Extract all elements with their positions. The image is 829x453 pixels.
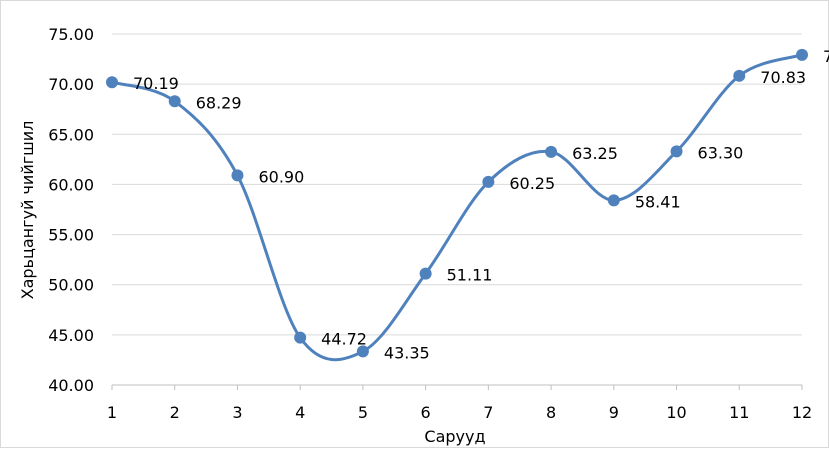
x-tick-label: 11: [729, 403, 749, 422]
x-tick-label: 12: [792, 403, 812, 422]
data-point: [670, 145, 683, 158]
y-tick-label: 75.00: [48, 25, 94, 44]
data-point: [545, 145, 558, 158]
y-tick-label: 40.00: [48, 376, 94, 395]
y-tick-label: 65.00: [48, 125, 94, 144]
data-point: [419, 267, 432, 280]
data-point: [356, 345, 369, 358]
data-point: [733, 69, 746, 82]
data-label: 60.25: [509, 174, 555, 193]
x-tick-label: 3: [232, 403, 242, 422]
data-label: 68.29: [196, 93, 242, 112]
x-tick-label: 7: [483, 403, 493, 422]
y-tick-label: 55.00: [48, 226, 94, 245]
y-tick-label: 45.00: [48, 326, 94, 345]
data-point: [106, 76, 118, 89]
data-label: 63.30: [698, 143, 744, 162]
data-point: [168, 95, 181, 108]
data-label: 70.19: [133, 74, 179, 93]
data-point: [796, 48, 808, 61]
data-label: 63.25: [572, 144, 618, 163]
x-axis-title: Сарууд: [424, 427, 485, 446]
data-point: [231, 169, 244, 182]
x-tick-label: 9: [609, 403, 619, 422]
x-tick-label: 8: [546, 403, 556, 422]
x-tick-label: 5: [358, 403, 368, 422]
x-tick-label: 10: [666, 403, 686, 422]
y-tick-label: 60.00: [48, 175, 94, 194]
data-label: 60.90: [258, 167, 304, 186]
x-tick-label: 6: [421, 403, 431, 422]
x-tick-label: 4: [295, 403, 305, 422]
y-tick-label: 70.00: [48, 75, 94, 94]
data-label: 70.83: [760, 68, 806, 87]
x-tick-label: 1: [107, 403, 117, 422]
y-tick-label: 50.00: [48, 276, 94, 295]
data-label: 72.92: [823, 47, 829, 66]
y-axis-title: Харьцангуй чийгшил: [18, 121, 37, 300]
data-label: 51.11: [447, 266, 493, 285]
data-point: [294, 331, 307, 344]
data-point: [607, 194, 620, 207]
x-tick-label: 2: [170, 403, 180, 422]
data-point: [482, 175, 495, 188]
data-label: 44.72: [321, 330, 367, 349]
data-label: 43.35: [384, 343, 430, 362]
data-label: 58.41: [635, 192, 681, 211]
